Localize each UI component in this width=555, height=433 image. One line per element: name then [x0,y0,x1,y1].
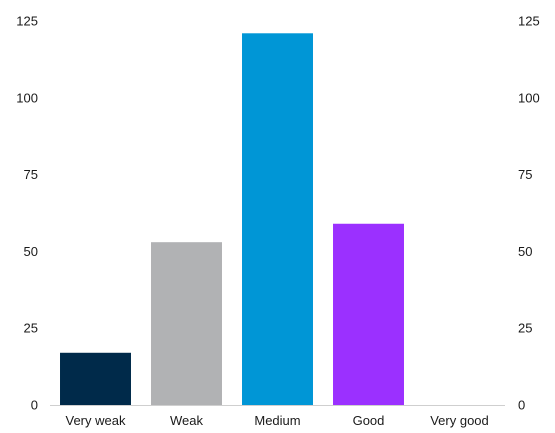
y-tick-right-0: 0 [518,398,525,413]
y-tick-left-4: 100 [16,90,38,105]
y-tick-right-4: 100 [518,90,540,105]
y-tick-right-2: 50 [518,244,532,259]
y-tick-left-0: 0 [31,398,38,413]
bar-medium [242,33,313,406]
bar-very-weak [60,352,131,405]
y-axis-left: 0 25 50 75 100 125 [16,14,38,413]
x-tick-very-weak: Very weak [66,413,126,428]
x-tick-very-good: Very good [430,413,489,428]
y-tick-left-5: 125 [16,14,38,29]
y-axis-right: 0 25 50 75 100 125 [518,14,540,413]
x-tick-weak: Weak [170,413,203,428]
x-axis-categories: Very weak Weak Medium Good Very good [66,413,489,428]
y-tick-right-1: 25 [518,321,532,336]
y-tick-left-1: 25 [24,321,38,336]
y-tick-right-5: 125 [518,14,540,29]
y-tick-left-2: 50 [24,244,38,259]
bar-series [60,33,404,406]
bar-good [333,223,404,405]
y-tick-right-3: 75 [518,167,532,182]
bar-weak [151,242,222,405]
y-tick-left-3: 75 [24,167,38,182]
x-tick-medium: Medium [254,413,300,428]
x-tick-good: Good [353,413,385,428]
